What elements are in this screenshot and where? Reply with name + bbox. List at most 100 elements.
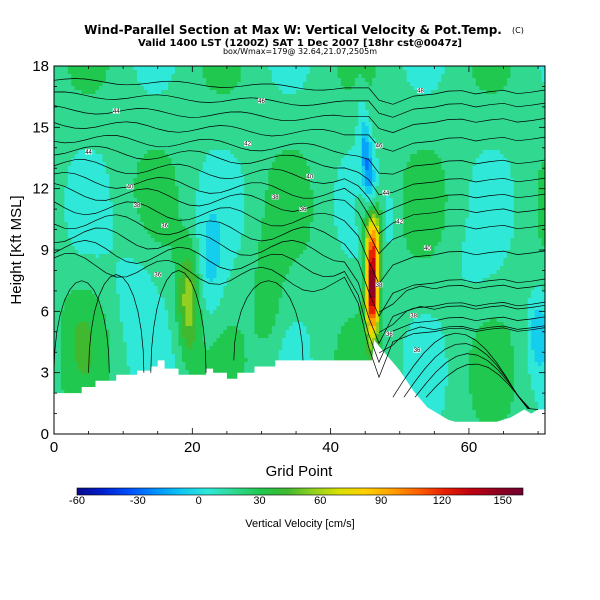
velocity-cell xyxy=(379,98,384,103)
velocity-cell xyxy=(64,66,69,71)
velocity-cell xyxy=(334,82,339,87)
velocity-cell xyxy=(455,102,460,107)
velocity-cell xyxy=(434,122,439,127)
velocity-cell xyxy=(320,118,325,123)
velocity-cell xyxy=(500,178,505,183)
velocity-cell xyxy=(399,130,404,135)
velocity-cell xyxy=(392,146,397,151)
velocity-cell xyxy=(240,90,245,95)
velocity-cell xyxy=(334,186,339,191)
velocity-cell xyxy=(136,70,142,75)
velocity-cell xyxy=(78,98,83,103)
velocity-cell xyxy=(216,150,221,155)
velocity-cell xyxy=(216,118,221,123)
velocity-cell xyxy=(406,146,411,151)
velocity-cell xyxy=(240,158,245,163)
velocity-cell xyxy=(88,86,93,91)
velocity-cell xyxy=(489,90,494,95)
velocity-cell xyxy=(413,170,418,175)
velocity-cell xyxy=(351,170,356,175)
velocity-cell xyxy=(475,66,480,71)
velocity-cell xyxy=(81,106,86,111)
velocity-cell xyxy=(361,146,366,151)
velocity-cell xyxy=(434,86,439,91)
velocity-cell xyxy=(517,186,522,191)
velocity-cell xyxy=(202,82,207,87)
velocity-cell xyxy=(216,82,221,87)
velocity-cell xyxy=(420,118,425,123)
velocity-cell xyxy=(413,78,418,83)
velocity-cell xyxy=(140,194,145,199)
velocity-cell xyxy=(455,114,460,119)
velocity-cell xyxy=(216,90,221,95)
velocity-cell xyxy=(323,94,328,99)
velocity-cell xyxy=(71,166,76,171)
velocity-cell xyxy=(209,86,214,91)
velocity-cell xyxy=(430,178,435,183)
velocity-cell xyxy=(195,126,200,131)
velocity-cell xyxy=(251,118,256,123)
velocity-cell xyxy=(361,158,366,163)
velocity-cell xyxy=(506,162,512,167)
velocity-cell xyxy=(423,118,429,123)
velocity-cell xyxy=(85,94,90,99)
velocity-cell xyxy=(175,106,180,111)
velocity-cell xyxy=(164,146,169,151)
velocity-cell xyxy=(78,146,83,151)
velocity-cell xyxy=(375,102,380,107)
velocity-cell xyxy=(264,86,269,91)
velocity-cell xyxy=(455,118,460,123)
velocity-cell xyxy=(313,178,318,183)
velocity-cell xyxy=(423,150,429,155)
velocity-cell xyxy=(368,154,373,159)
velocity-cell xyxy=(240,166,245,171)
velocity-cell xyxy=(368,98,373,103)
velocity-cell xyxy=(57,170,62,175)
velocity-cell xyxy=(98,206,104,211)
velocity-cell xyxy=(247,98,252,103)
velocity-cell xyxy=(372,198,377,203)
velocity-cell xyxy=(285,150,290,155)
velocity-cell xyxy=(78,186,83,191)
velocity-cell xyxy=(240,130,245,135)
velocity-cell xyxy=(375,106,380,111)
velocity-cell xyxy=(54,106,59,111)
velocity-cell xyxy=(213,110,218,115)
velocity-cell xyxy=(54,110,59,115)
velocity-cell xyxy=(185,110,190,115)
velocity-cell xyxy=(292,114,297,119)
velocity-cell xyxy=(448,82,453,87)
velocity-cell xyxy=(368,174,373,179)
velocity-cell xyxy=(237,94,242,99)
velocity-cell xyxy=(88,122,93,127)
velocity-cell xyxy=(258,110,263,115)
velocity-cell xyxy=(150,170,155,175)
velocity-cell xyxy=(285,190,290,195)
velocity-cell xyxy=(71,182,76,187)
velocity-cell xyxy=(541,138,545,143)
velocity-cell xyxy=(448,122,453,127)
velocity-cell xyxy=(423,94,429,99)
velocity-cell xyxy=(451,66,456,71)
velocity-cell xyxy=(216,102,221,107)
velocity-cell xyxy=(296,106,301,111)
velocity-cell xyxy=(105,158,110,163)
velocity-cell xyxy=(102,78,107,83)
velocity-cell xyxy=(216,106,221,111)
velocity-cell xyxy=(192,130,197,135)
velocity-cell xyxy=(448,130,453,135)
velocity-cell xyxy=(527,106,532,111)
velocity-cell xyxy=(327,158,332,163)
velocity-cell xyxy=(109,146,114,151)
velocity-cell xyxy=(448,74,453,79)
velocity-cell xyxy=(60,206,65,211)
velocity-cell xyxy=(181,150,186,155)
velocity-cell xyxy=(78,110,83,115)
velocity-cell xyxy=(475,94,480,99)
velocity-cell xyxy=(392,162,397,167)
velocity-cell xyxy=(57,82,62,87)
velocity-cell xyxy=(541,74,545,79)
velocity-cell xyxy=(244,154,249,159)
velocity-cell xyxy=(64,118,69,123)
velocity-cell xyxy=(531,130,536,135)
